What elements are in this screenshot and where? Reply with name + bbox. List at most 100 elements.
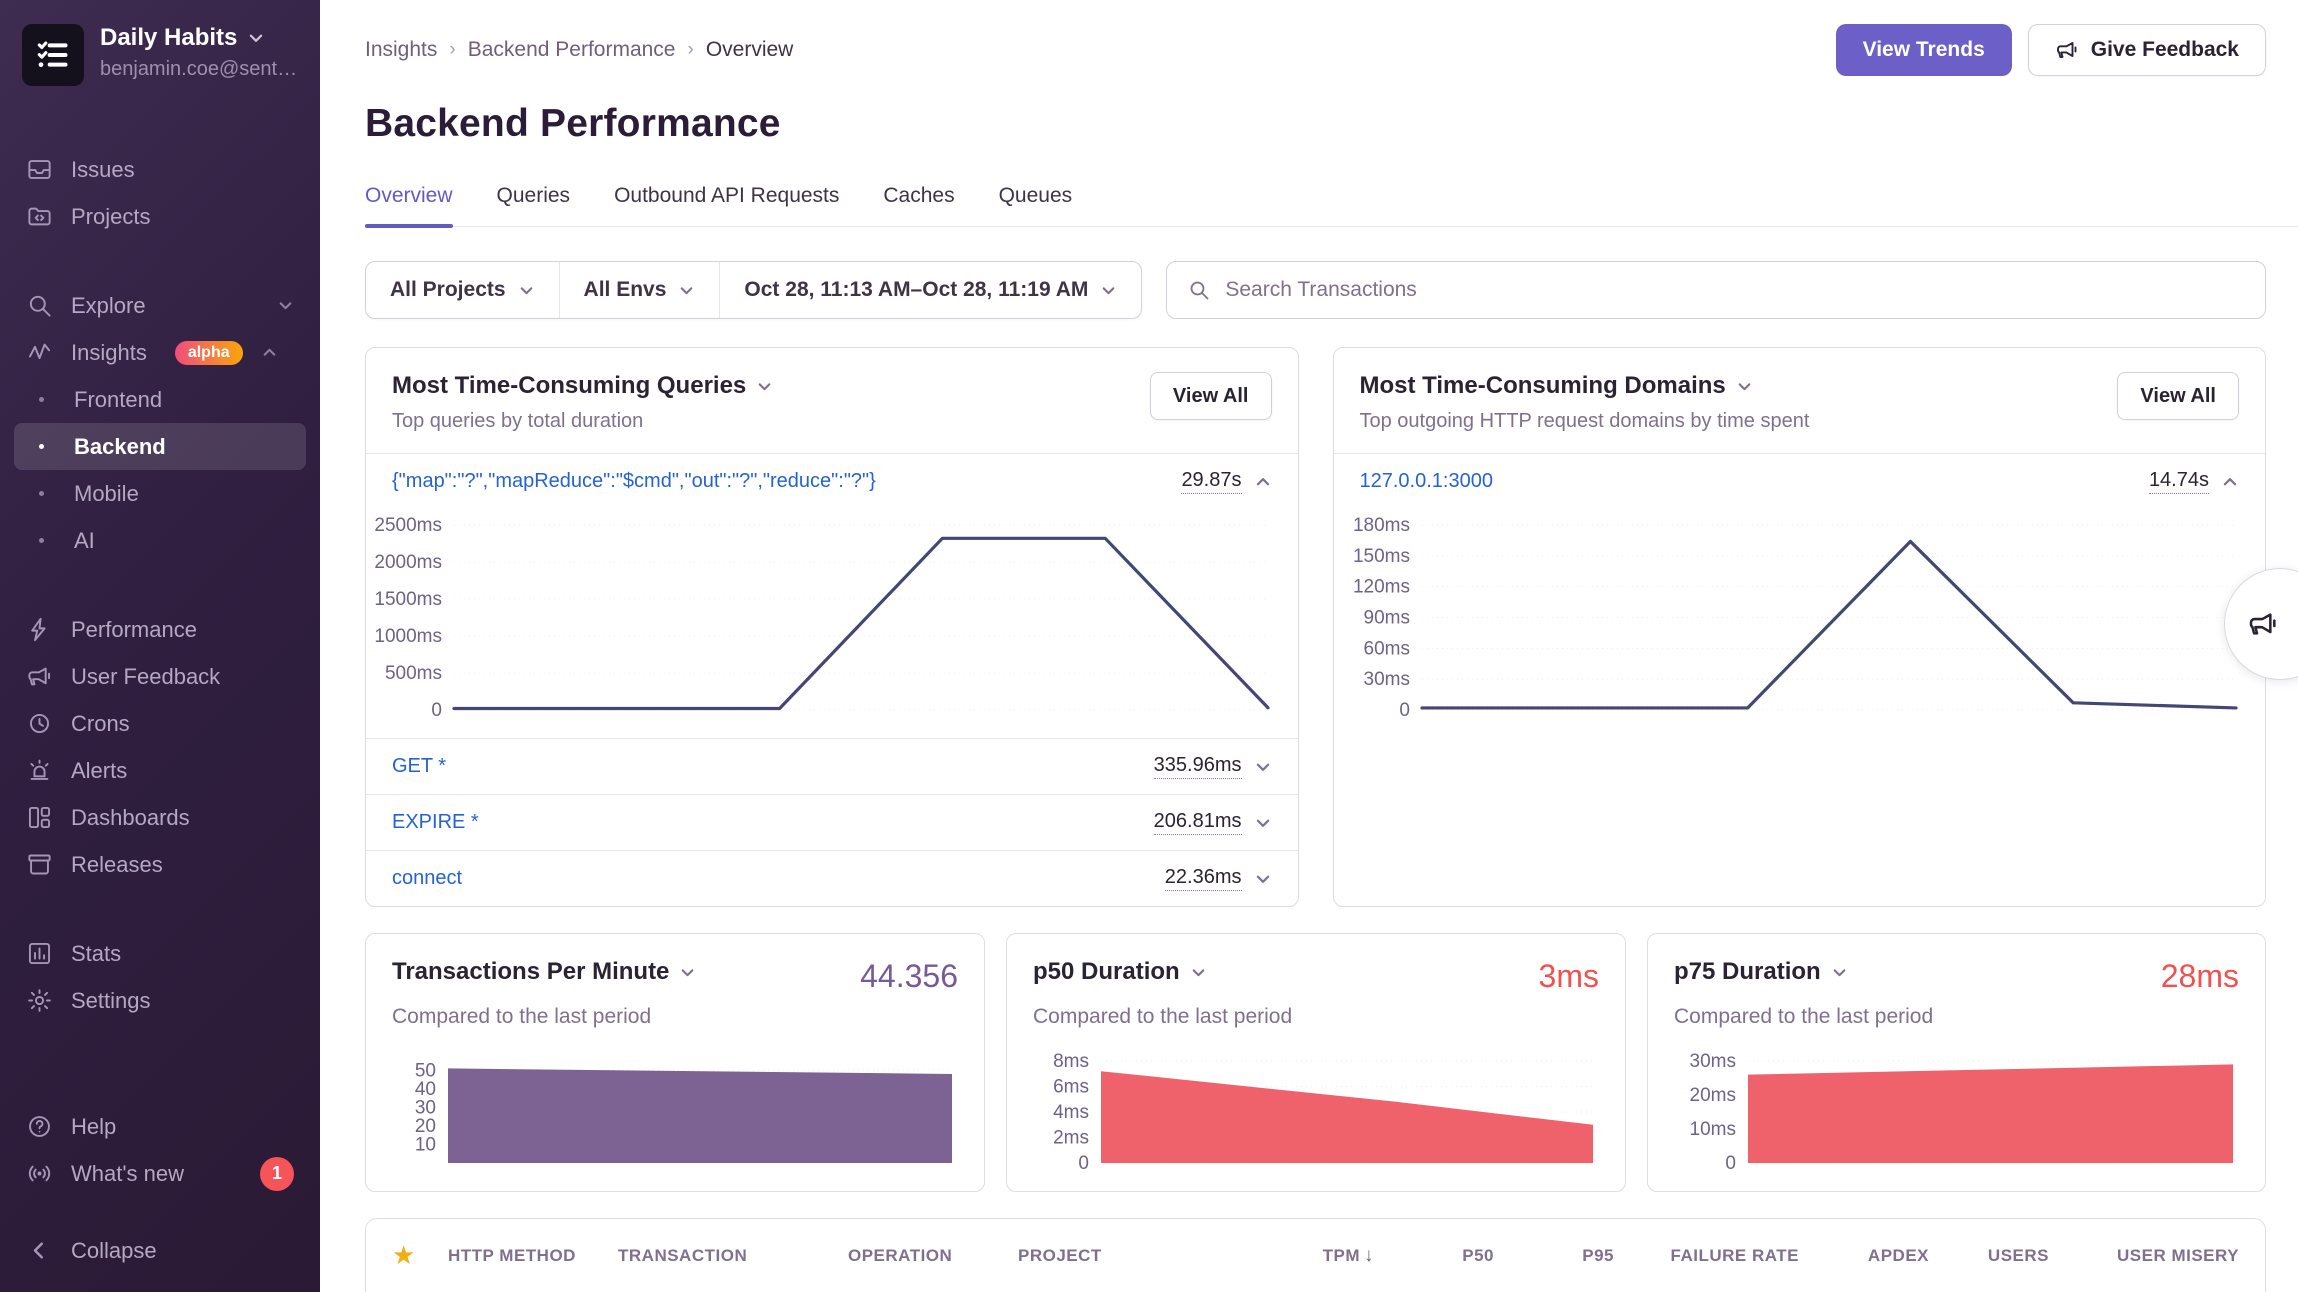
query-row: connect 22.36ms [366, 850, 1298, 906]
sidebar-item-help[interactable]: Help [14, 1103, 306, 1150]
environment-filter[interactable]: All Envs [560, 262, 721, 318]
transactions-table: ★ HTTP METHOD TRANSACTION OPERATION PROJ… [365, 1218, 2266, 1292]
tab-caches[interactable]: Caches [883, 184, 955, 207]
sidebar-item-mobile[interactable]: Mobile [14, 470, 306, 517]
org-switcher[interactable]: Daily Habits benjamin.coe@sent… [14, 20, 306, 86]
most-time-consuming-queries-panel: Most Time-Consuming Queries Top queries … [365, 347, 1299, 907]
query-duration-toggle[interactable]: 206.81ms [1153, 810, 1272, 835]
sidebar-item-user-feedback[interactable]: User Feedback [14, 653, 306, 700]
queries-panel-subtitle: Top queries by total duration [392, 410, 644, 432]
breadcrumb-backend-performance[interactable]: Backend Performance [467, 38, 676, 61]
transactions-per-minute-card: Transactions Per Minute 44.356 Compared … [365, 933, 985, 1192]
tpm-title-dropdown[interactable]: Transactions Per Minute [392, 958, 696, 986]
sidebar-item-ai[interactable]: AI [14, 517, 306, 564]
queries-view-all-button[interactable]: View All [1149, 372, 1272, 420]
breadcrumb-insights[interactable]: Insights [365, 38, 438, 61]
breadcrumb: Insights › Backend Performance › Overvie… [365, 38, 793, 62]
svg-text:2500ms: 2500ms [374, 515, 442, 536]
p50-title: p50 Duration [1033, 958, 1180, 985]
sidebar-item-whats-new[interactable]: What's new 1 [14, 1150, 306, 1197]
sidebar-item-projects[interactable]: Projects [14, 193, 306, 240]
query-duration-toggle[interactable]: 22.36ms [1164, 866, 1272, 891]
sidebar-item-backend[interactable]: Backend [14, 423, 306, 470]
tpm-title: Transactions Per Minute [392, 958, 670, 985]
query-link[interactable]: {"map":"?","mapReduce":"$cmd","out":"?",… [392, 470, 876, 492]
p75-chart: 30ms 20ms 10ms 0 [1674, 1051, 2239, 1173]
tab-queues[interactable]: Queues [998, 184, 1073, 207]
clock-icon [29, 713, 50, 734]
column-users: USERS [1987, 1245, 2049, 1265]
query-duration-toggle[interactable]: 29.87s [1181, 469, 1271, 494]
svg-text:30: 30 [415, 1097, 436, 1118]
archive-icon [28, 854, 51, 875]
search-transactions-input[interactable] [1225, 278, 2245, 302]
project-filter-label: All Projects [390, 278, 506, 301]
sidebar-item-dashboards[interactable]: Dashboards [14, 794, 306, 841]
view-trends-button[interactable]: View Trends [1835, 24, 2012, 76]
queries-panel-title-dropdown[interactable]: Most Time-Consuming Queries [392, 372, 773, 400]
query-duration-value: 22.36ms [1164, 866, 1242, 891]
sidebar-item-label: Mobile [74, 480, 139, 506]
tpm-subtitle: Compared to the last period [392, 1005, 652, 1028]
svg-text:30ms: 30ms [1363, 669, 1409, 690]
page-title: Backend Performance [365, 102, 781, 145]
sidebar-item-label: Explore [71, 292, 146, 318]
p50-title-dropdown[interactable]: p50 Duration [1033, 958, 1207, 986]
explore-search-icon [29, 295, 51, 317]
svg-text:6ms: 6ms [1053, 1077, 1089, 1098]
tab-outbound-api-requests[interactable]: Outbound API Requests [614, 184, 840, 207]
svg-text:0: 0 [1078, 1153, 1089, 1173]
tab-overview[interactable]: Overview [365, 184, 453, 228]
date-range-label: Oct 28, 11:13 AM–Oct 28, 11:19 AM [744, 278, 1089, 301]
domain-link[interactable]: 127.0.0.1:3000 [1359, 470, 1493, 492]
sidebar-collapse-button[interactable]: Collapse [14, 1227, 306, 1274]
star-header-icon[interactable]: ★ [392, 1240, 416, 1270]
domains-panel-title: Most Time-Consuming Domains [1359, 372, 1726, 399]
sidebar-item-performance[interactable]: Performance [14, 606, 306, 653]
p50-value: 3ms [1538, 958, 1599, 994]
sidebar-item-settings[interactable]: Settings [14, 977, 306, 1024]
domains-panel-subtitle: Top outgoing HTTP request domains by tim… [1359, 410, 1810, 432]
svg-text:150ms: 150ms [1352, 546, 1409, 567]
svg-text:10ms: 10ms [1690, 1119, 1736, 1140]
sidebar-item-frontend[interactable]: Frontend [14, 376, 306, 423]
sidebar-item-issues[interactable]: Issues [14, 146, 306, 193]
p75-title-dropdown[interactable]: p75 Duration [1674, 958, 1848, 986]
svg-text:50: 50 [415, 1060, 436, 1081]
domains-panel-title-dropdown[interactable]: Most Time-Consuming Domains [1360, 372, 1810, 400]
sidebar-item-insights[interactable]: Insights alpha [14, 329, 306, 376]
lightning-icon [31, 617, 46, 642]
chevron-up-icon [2223, 477, 2237, 485]
svg-text:0: 0 [1399, 700, 1410, 720]
sidebar-item-alerts[interactable]: Alerts [14, 747, 306, 794]
query-link[interactable]: EXPIRE * [392, 811, 479, 833]
sidebar-item-label: Settings [71, 987, 151, 1013]
sidebar-item-releases[interactable]: Releases [14, 841, 306, 888]
date-range-filter[interactable]: Oct 28, 11:13 AM–Oct 28, 11:19 AM [720, 262, 1141, 318]
page-filter-bar: All Projects All Envs Oct 28, 11:13 AM–O… [365, 261, 1143, 319]
query-link[interactable]: connect [392, 867, 463, 889]
sidebar-item-label: AI [74, 527, 95, 553]
bullet-icon [39, 397, 44, 402]
query-duration-value: 29.87s [1181, 469, 1242, 494]
chevron-down-icon [1833, 968, 1846, 976]
svg-text:20: 20 [415, 1116, 436, 1137]
query-duration-toggle[interactable]: 335.96ms [1153, 754, 1272, 779]
sidebar-item-explore[interactable]: Explore [14, 282, 306, 329]
sidebar-item-crons[interactable]: Crons [14, 700, 306, 747]
sidebar-item-label: Crons [71, 710, 130, 736]
project-filter[interactable]: All Projects [366, 262, 560, 318]
environment-filter-label: All Envs [583, 278, 667, 301]
help-icon [29, 1116, 50, 1137]
p75-title: p75 Duration [1674, 958, 1821, 985]
give-feedback-button[interactable]: Give Feedback [2027, 24, 2266, 76]
query-link[interactable]: GET * [392, 755, 447, 777]
domain-duration-toggle[interactable]: 14.74s [2148, 469, 2239, 494]
sidebar-item-stats[interactable]: Stats [14, 930, 306, 977]
search-icon [1190, 281, 1209, 300]
tpm-value: 44.356 [860, 958, 958, 994]
domains-view-all-button[interactable]: View All [2117, 372, 2239, 420]
tab-queries[interactable]: Queries [496, 184, 571, 207]
view-trends-label: View Trends [1862, 38, 1985, 61]
column-tpm-sort[interactable]: TPM ↓ [1322, 1244, 1374, 1266]
